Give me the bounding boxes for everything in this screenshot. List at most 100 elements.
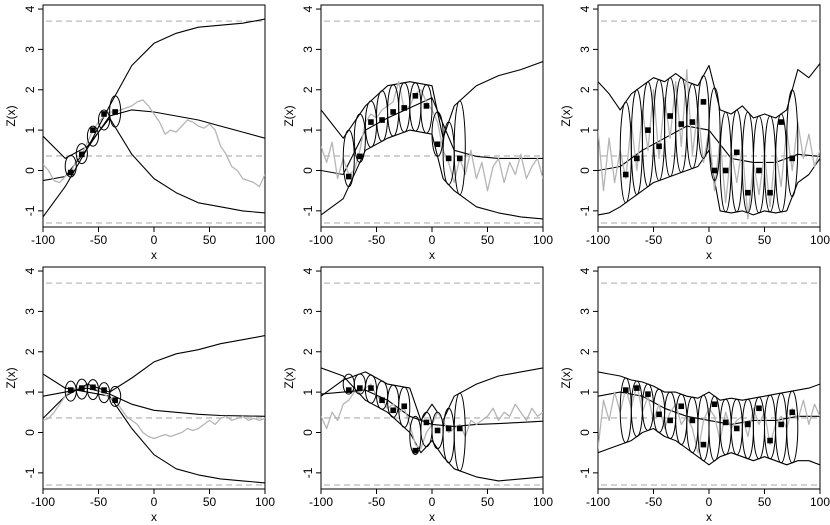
observation-point <box>767 189 773 196</box>
y-tick-label: 4 <box>301 5 315 12</box>
observation-point <box>678 403 685 410</box>
observation-point <box>423 103 430 109</box>
observation-ellipse <box>86 125 99 147</box>
plot-area <box>598 371 820 466</box>
observation-point <box>90 384 96 391</box>
observation-point <box>700 441 707 448</box>
panel-3: -100 -50 0 50 100 -1 0 1 2 3 4 x Z(x) <box>559 4 830 262</box>
observation-point <box>434 141 441 148</box>
series-upper-band <box>43 18 265 218</box>
observation-point <box>756 167 762 174</box>
plot-area <box>321 367 543 482</box>
y-axis-label: Z(x) <box>4 367 18 388</box>
x-tick-label: 0 <box>151 495 158 509</box>
observation-point <box>90 127 96 133</box>
observation-point <box>445 425 452 432</box>
y-tick-label: 4 <box>23 5 37 12</box>
x-tick-label: -50 <box>645 495 663 509</box>
x-tick-label: -100 <box>31 495 55 509</box>
plot-area <box>598 63 820 220</box>
observation-point <box>667 417 673 424</box>
plot-frame <box>42 266 266 490</box>
y-tick-label: 1 <box>23 126 37 133</box>
series-upper-band <box>598 63 820 119</box>
observation-ellipse <box>364 374 378 404</box>
x-tick-label: -50 <box>368 495 386 509</box>
y-tick-label: 0 <box>301 167 315 174</box>
observation-point <box>745 189 751 196</box>
y-axis-label: Z(x) <box>4 105 18 126</box>
x-tick-label: -50 <box>90 495 108 509</box>
observation-point <box>67 169 74 176</box>
y-tick-label: 0 <box>578 429 592 436</box>
observation-point <box>667 113 673 119</box>
observation-ellipse <box>453 100 466 196</box>
y-tick-label: 2 <box>578 86 592 93</box>
x-tick-label: 0 <box>429 233 436 247</box>
y-tick-label: 3 <box>23 308 37 315</box>
y-tick-label: 2 <box>301 348 315 355</box>
x-tick-label: 100 <box>810 233 830 247</box>
observation-point <box>778 421 784 428</box>
observation-point <box>656 143 662 150</box>
series-lower-band <box>598 427 820 466</box>
observation-point <box>789 409 796 416</box>
observation-point <box>689 119 696 125</box>
y-axis-label: Z(x) <box>559 367 573 388</box>
x-tick-label: 100 <box>533 233 553 247</box>
x-tick-label: -100 <box>309 495 333 509</box>
y-tick-label: 0 <box>23 167 37 174</box>
observation-ellipse <box>786 89 799 198</box>
observation-ellipse <box>109 385 122 407</box>
observation-point <box>700 99 707 105</box>
y-tick-label: 3 <box>578 308 592 315</box>
observation-point <box>711 401 718 408</box>
y-axis-label: Z(x) <box>282 105 296 126</box>
observation-ellipse <box>109 95 122 128</box>
x-tick-label: 0 <box>429 495 436 509</box>
x-tick-label: 100 <box>810 495 830 509</box>
observation-point <box>379 117 385 123</box>
y-tick-label: -1 <box>23 205 37 216</box>
observation-point <box>345 173 352 180</box>
x-tick-label: 100 <box>255 495 275 509</box>
x-axis-label: x <box>706 510 712 524</box>
observation-point <box>357 385 363 391</box>
y-tick-label: 1 <box>301 388 315 395</box>
observation-point <box>756 405 762 412</box>
observation-point <box>79 151 85 158</box>
observation-ellipse <box>342 129 355 188</box>
observation-point <box>622 387 629 393</box>
x-tick-label: 0 <box>706 495 713 509</box>
observation-point <box>745 421 751 428</box>
panel-6: -100 -50 0 50 100 -1 0 1 2 3 4 x Z(x) <box>559 266 830 524</box>
observation-point <box>445 155 452 162</box>
x-tick-label: -50 <box>90 233 108 247</box>
observation-point <box>689 417 696 424</box>
observation-point <box>645 127 651 133</box>
observation-point <box>722 167 729 174</box>
observation-point <box>423 419 430 426</box>
x-tick-label: -100 <box>309 233 333 247</box>
y-tick-label: 3 <box>301 46 315 53</box>
observation-point <box>634 155 640 162</box>
x-axis-label: x <box>151 248 157 262</box>
series-simulated-path <box>598 383 820 454</box>
x-tick-label: 50 <box>758 233 772 247</box>
observation-point <box>390 109 396 115</box>
y-tick-label: 1 <box>578 388 592 395</box>
y-tick-label: 2 <box>301 86 315 93</box>
y-tick-label: 1 <box>301 126 315 133</box>
observation-ellipse <box>431 111 444 157</box>
plot-frame <box>42 4 266 228</box>
x-tick-label: 100 <box>255 233 275 247</box>
y-axis-label: Z(x) <box>559 105 573 126</box>
observation-point <box>622 171 629 178</box>
observation-point <box>401 403 408 410</box>
x-tick-label: -50 <box>368 233 386 247</box>
y-axis-label: Z(x) <box>282 367 296 388</box>
observation-point <box>456 425 463 432</box>
observation-point <box>345 387 352 393</box>
observation-point <box>645 391 651 397</box>
observation-point <box>733 425 740 432</box>
